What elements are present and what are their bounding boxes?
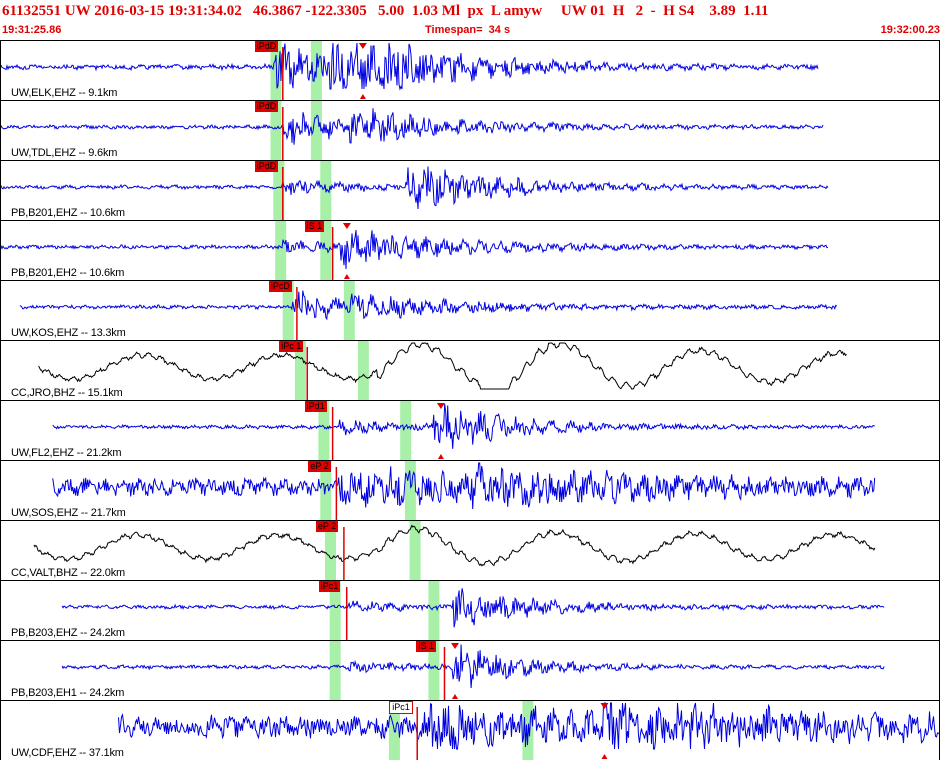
pick-label[interactable]: iPdD <box>254 101 279 112</box>
station-label: CC,JRO,BHZ -- 15.1km <box>11 387 123 399</box>
trace-canvas <box>61 641 885 700</box>
arrival-marker-top <box>358 43 367 49</box>
waveform-trace <box>38 342 847 390</box>
trace-row[interactable]: iS 1 PB,B201,EH2 -- 10.6km <box>0 220 940 280</box>
trace-row[interactable]: eP 2 CC,VALT,BHZ -- 22.0km <box>0 520 940 580</box>
station-label: UW,KOS,EHZ -- 13.3km <box>11 327 126 339</box>
phase-window <box>310 101 322 160</box>
phase-window <box>273 161 285 220</box>
pick-label[interactable]: iPc 1 <box>279 341 304 352</box>
seismogram-panel[interactable]: iPdD UW,ELK,EHZ -- 9.1km iPdD UW,TDL,EHZ --… <box>0 40 942 760</box>
pick-label[interactable]: iPdD <box>254 161 279 172</box>
timespan: Timespan= 34 s <box>425 24 511 36</box>
arrival-marker-top <box>436 403 445 409</box>
waveform-trace <box>1 230 829 270</box>
phase-window <box>428 581 440 640</box>
pick-label[interactable]: eP 2 <box>315 521 339 532</box>
waveform-trace <box>52 403 875 449</box>
pick-label[interactable]: iPd1 <box>304 401 327 412</box>
trace-row[interactable]: iPcD UW,KOS,EHZ -- 13.3km <box>0 280 940 340</box>
trace-canvas <box>1 161 829 220</box>
waveform-trace <box>61 588 885 628</box>
trace-row[interactable]: iPd1 UW,FL2,EHZ -- 21.2km <box>0 400 940 460</box>
station-label: UW,SOS,EHZ -- 21.7km <box>11 507 126 519</box>
start-time: 19:31:25.86 <box>2 24 62 36</box>
trace-canvas <box>1 41 819 100</box>
phase-window <box>404 461 416 520</box>
arrival-marker-bottom <box>452 694 459 699</box>
station-label: PB,B201,EHZ -- 10.6km <box>11 207 125 219</box>
arrival-marker-bottom <box>437 454 444 459</box>
phase-window <box>325 521 336 580</box>
arrival-marker-bottom <box>359 94 366 99</box>
phase-window <box>282 281 294 340</box>
trace-row[interactable]: iPdD PB,B201,EHZ -- 10.6km <box>0 160 940 220</box>
trace-canvas <box>52 401 875 460</box>
event-summary-line: 61132551 UW 2016-03-15 19:31:34.02 46.38… <box>2 3 769 19</box>
waveform-trace <box>61 644 885 689</box>
pick-label[interactable]: iPc1 <box>318 581 341 592</box>
trace-row[interactable]: iS 1 PB,B203,EH1 -- 24.2km <box>0 640 940 700</box>
phase-window <box>270 101 282 160</box>
station-label: UW,TDL,EHZ -- 9.6km <box>11 147 118 159</box>
trace-canvas <box>1 101 824 160</box>
trace-canvas <box>38 341 847 400</box>
pick-label[interactable]: iS 1 <box>304 221 325 232</box>
trace-row[interactable]: iPdD UW,TDL,EHZ -- 9.6km <box>0 100 940 160</box>
station-label: UW,ELK,EHZ -- 9.1km <box>11 87 118 99</box>
phase-window <box>400 401 412 460</box>
trace-row[interactable]: iPc1 UW,CDF,EHZ -- 37.1km <box>0 700 940 760</box>
pick-label[interactable]: iPdD <box>254 41 279 52</box>
station-label: UW,FL2,EHZ -- 21.2km <box>11 447 122 459</box>
arrival-marker-top <box>600 703 609 709</box>
phase-window <box>320 221 332 280</box>
station-label: UW,CDF,EHZ -- 37.1km <box>11 747 124 759</box>
arrival-marker-bottom <box>343 274 350 279</box>
trace-canvas <box>118 701 939 760</box>
trace-canvas <box>52 461 876 520</box>
station-label: PB,B201,EH2 -- 10.6km <box>11 267 125 279</box>
phase-window <box>275 221 287 280</box>
waveform-trace <box>1 42 819 91</box>
phase-window <box>318 401 330 460</box>
waveform-trace <box>1 108 824 145</box>
arrival-marker-top <box>451 643 460 649</box>
trace-canvas <box>1 221 829 280</box>
arrival-marker-bottom <box>601 754 608 759</box>
trace-canvas <box>33 521 876 580</box>
pick-label[interactable]: eP 2 <box>308 461 331 472</box>
phase-window <box>320 461 332 520</box>
station-label: PB,B203,EH1 -- 24.2km <box>11 687 125 699</box>
trace-row[interactable]: iPdD UW,ELK,EHZ -- 9.1km <box>0 40 940 100</box>
phase-window <box>329 581 341 640</box>
station-label: CC,VALT,BHZ -- 22.0km <box>11 567 125 579</box>
arrival-marker-top <box>342 223 351 229</box>
pick-label[interactable]: iPc1 <box>389 701 413 714</box>
trace-row[interactable]: iPc 1 CC,JRO,BHZ -- 15.1km <box>0 340 940 400</box>
phase-window <box>294 341 306 400</box>
waveform-trace <box>19 290 838 321</box>
trace-row[interactable]: iPc1 PB,B203,EHZ -- 24.2km <box>0 580 940 640</box>
event-header: 61132551 UW 2016-03-15 19:31:34.02 46.38… <box>0 0 942 40</box>
phase-window <box>428 641 440 700</box>
trace-row[interactable]: eP 2 UW,SOS,EHZ -- 21.7km <box>0 460 940 520</box>
waveform-trace <box>118 702 939 750</box>
station-label: PB,B203,EHZ -- 24.2km <box>11 627 125 639</box>
waveform-trace <box>1 166 829 210</box>
pick-label[interactable]: iPcD <box>268 281 292 292</box>
pick-label[interactable]: iS 1 <box>416 641 436 652</box>
phase-window <box>329 641 341 700</box>
trace-canvas <box>61 581 885 640</box>
trace-canvas <box>19 281 838 340</box>
phase-window <box>343 281 355 340</box>
end-time: 19:32:00.23 <box>880 24 940 36</box>
waveform-trace <box>33 524 876 567</box>
phase-window <box>357 341 369 400</box>
phase-window <box>409 521 421 580</box>
waveform-trace <box>52 462 876 510</box>
